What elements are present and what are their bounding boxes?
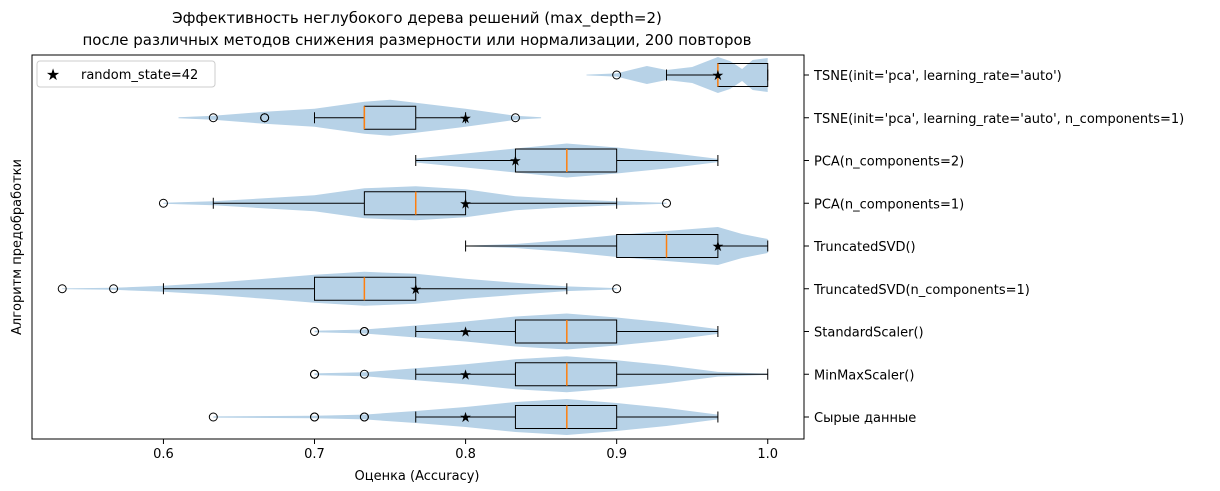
box [514, 148, 618, 173]
y-tick-label: TruncatedSVD(n_components=1) [813, 283, 1030, 298]
box [314, 276, 417, 301]
x-tick-label: 0.7 [304, 447, 325, 462]
y-tick-label: PCA(n_components=2) [814, 155, 964, 170]
star-marker: ★ [409, 282, 422, 298]
y-tick-label: TSNE(init='pca', learning_rate='auto', n… [813, 112, 1184, 127]
star-marker: ★ [459, 325, 472, 341]
star-marker: ★ [459, 196, 472, 212]
y-tick-label: Сырые данные [814, 411, 916, 426]
outlier-point [310, 369, 320, 379]
y-tick-label: StandardScaler() [814, 326, 924, 341]
outlier-point [359, 412, 369, 422]
outlier-point [109, 284, 119, 294]
chart-title: Эффективность неглубокого дерева решений… [172, 9, 662, 28]
x-tick-label: 0.8 [455, 447, 476, 462]
box [514, 405, 618, 429]
violins-layer [62, 57, 768, 435]
x-tick-label: 0.6 [153, 447, 174, 462]
outlier-point [208, 412, 218, 422]
outlier-point [662, 198, 672, 208]
box [616, 234, 719, 258]
star-marker: ★ [712, 68, 725, 84]
outlier-point [612, 70, 622, 80]
star-marker: ★ [459, 410, 472, 426]
legend-box [36, 60, 216, 88]
outlier-point [612, 284, 622, 294]
y-tick-label: MinMaxScaler() [814, 368, 914, 383]
outlier-point [260, 113, 270, 123]
y-tick-label: PCA(n_components=1) [814, 197, 964, 212]
outlier-point [359, 327, 369, 336]
legend-star-icon: ★ [46, 65, 60, 84]
legend: ★ random_state=42 [36, 60, 216, 88]
y-axis-label: Алгоритм предобработки [10, 159, 25, 335]
chart-subtitle: после различных методов снижения размерн… [82, 31, 751, 49]
y-tick-label: TruncatedSVD() [813, 240, 916, 255]
x-axis: 0.6 0.7 0.8 0.9 1.0 [153, 439, 778, 462]
star-marker: ★ [459, 111, 472, 127]
box [514, 362, 618, 387]
x-tick-label: 1.0 [757, 447, 778, 462]
outlier-point [310, 412, 320, 422]
outlier-point [208, 113, 218, 123]
legend-label: random_state=42 [81, 68, 198, 83]
box [514, 319, 618, 344]
y-tick-label: TSNE(init='pca', learning_rate='auto') [813, 69, 1062, 84]
star-marker: ★ [712, 239, 725, 255]
boxes-layer: ★ ★ ★ ★ ★ ★ ★ ★ ★ [57, 63, 769, 429]
violin-body [62, 271, 617, 306]
outlier-point [57, 284, 67, 294]
box [363, 191, 467, 216]
outlier-point [158, 198, 168, 208]
x-tick-label: 0.9 [606, 447, 627, 462]
x-axis-label: Оценка (Accuracy) [354, 469, 479, 484]
violin-body [163, 186, 667, 221]
outlier-point [310, 327, 320, 336]
y-axis: TSNE(init='pca', learning_rate='auto') TS… [804, 69, 1184, 426]
star-marker: ★ [459, 367, 472, 383]
plot-frame [31, 54, 805, 440]
star-marker: ★ [509, 154, 522, 170]
outlier-point [359, 369, 369, 379]
violin-body [314, 356, 768, 393]
outlier-point [510, 113, 520, 123]
